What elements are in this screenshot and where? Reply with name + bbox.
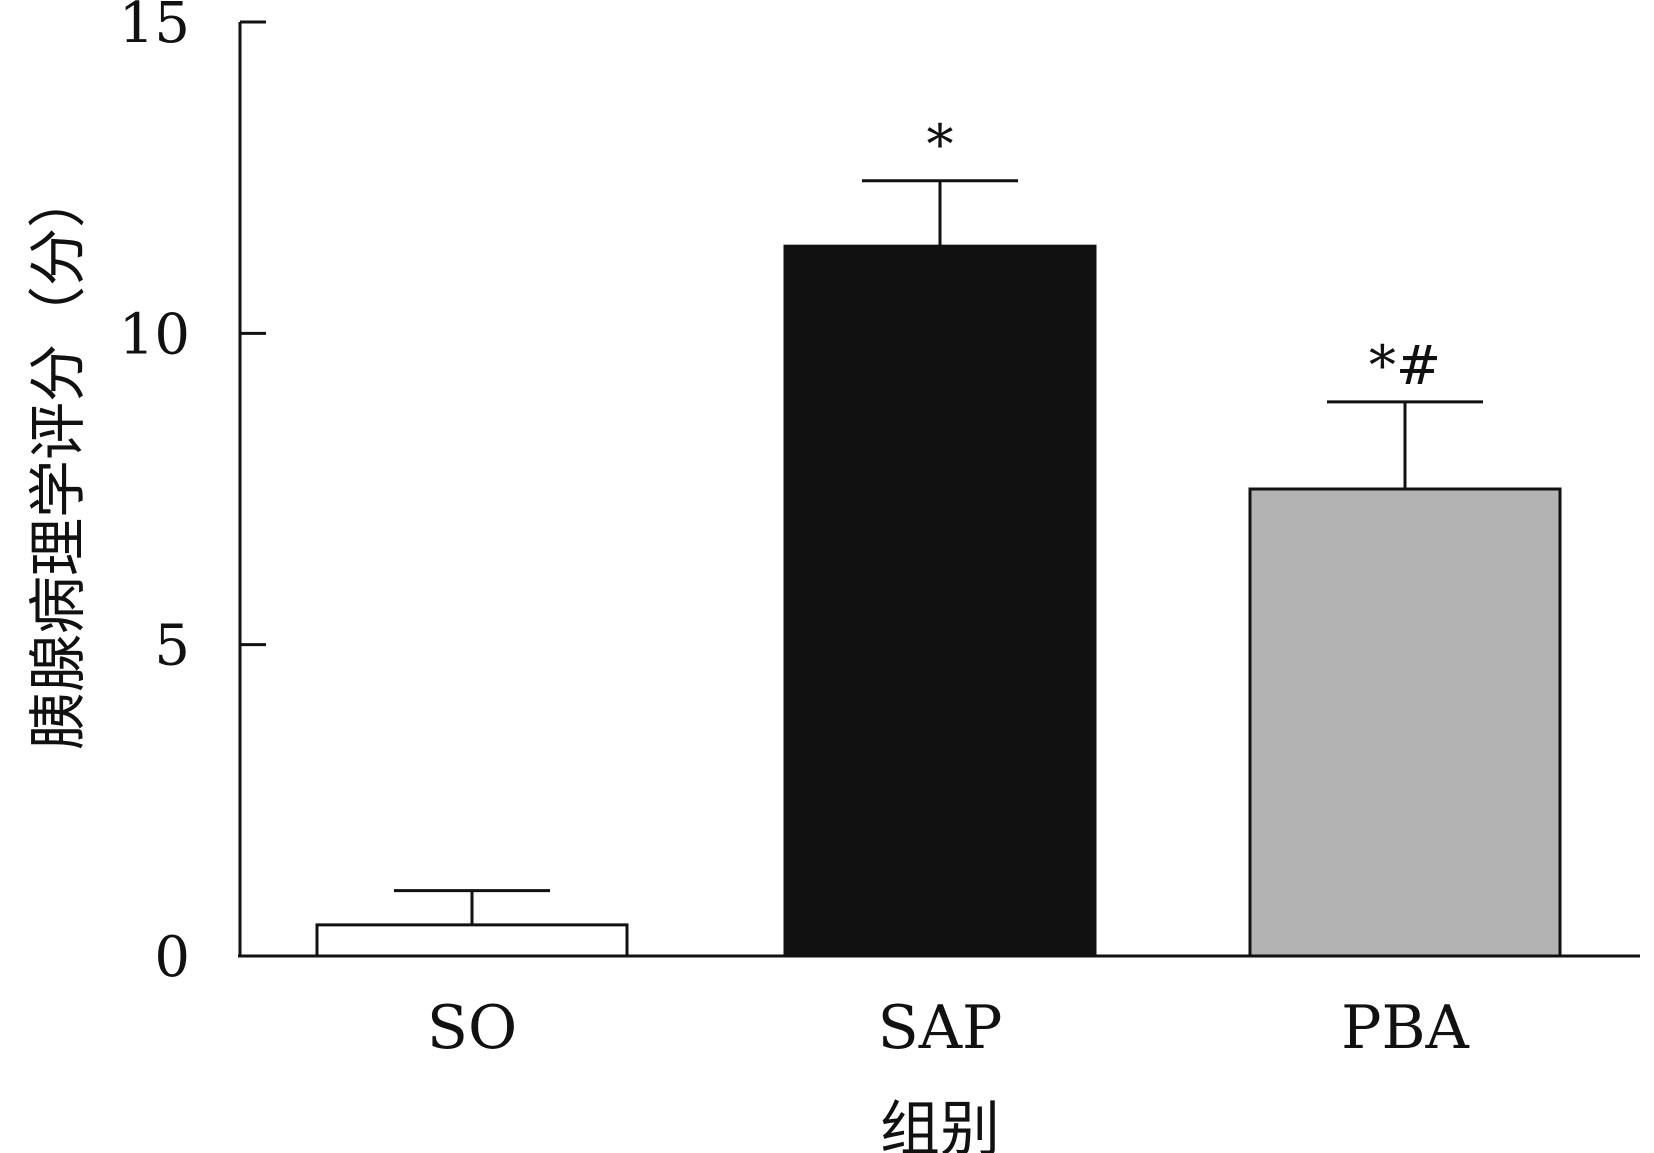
significance-label: * (927, 113, 954, 176)
category-label: SAP (878, 993, 1003, 1063)
significance-label: *# (1369, 334, 1441, 397)
bar-pba (1248, 487, 1562, 958)
y-tick-label: 10 (119, 302, 190, 367)
y-tick-label: 15 (119, 0, 190, 56)
y-ticks: 0 5 10 15 (119, 0, 266, 990)
significance-labels: * *# (927, 113, 1442, 397)
category-label: SO (427, 993, 517, 1063)
category-labels: SO SAP PBA (427, 993, 1470, 1063)
y-tick-label: 5 (154, 614, 190, 679)
bar-so (315, 923, 629, 958)
category-label: PBA (1341, 993, 1469, 1063)
y-tick-label: 0 (154, 925, 190, 990)
x-axis-title: 组别 (880, 1095, 1000, 1153)
y-axis-title: 胰腺病理学评分（分） (24, 170, 92, 750)
error-bars (394, 179, 1483, 925)
bar-sap (783, 244, 1097, 958)
bars (315, 244, 1562, 958)
